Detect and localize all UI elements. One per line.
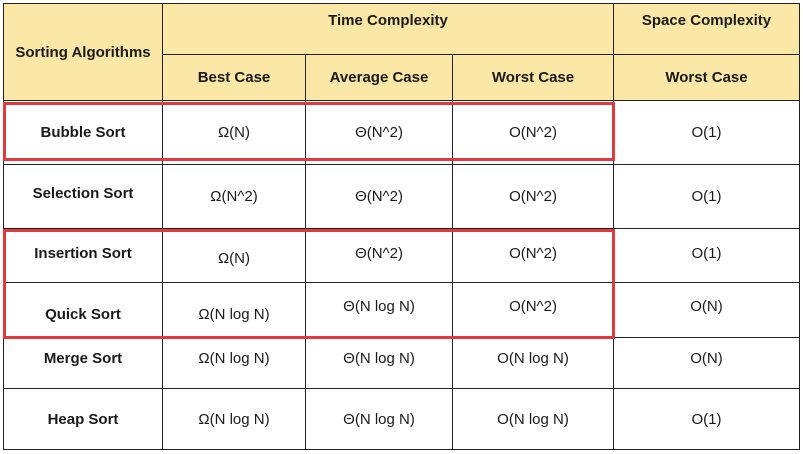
algorithm-name: Bubble Sort: [40, 124, 126, 141]
worst-case-value: O(N^2): [509, 298, 557, 315]
space-complexity-value: O(N): [690, 298, 723, 315]
cell-space: O(1): [614, 389, 799, 449]
header-best-case-label: Best Case: [197, 69, 271, 86]
cell-worst: O(N^2): [453, 229, 613, 277]
algorithm-name: Heap Sort: [47, 410, 119, 428]
cell-space: O(1): [614, 101, 799, 164]
row-name-insertion-sort: Insertion Sort: [4, 229, 162, 277]
algorithm-name: Merge Sort: [43, 349, 123, 367]
header-worst-case-time-label: Worst Case: [491, 69, 575, 86]
header-best-case: Best Case: [163, 55, 305, 100]
cell-space: O(1): [614, 165, 799, 228]
cell-best: Ω(N log N): [163, 287, 305, 341]
cell-best: Ω(N log N): [163, 389, 305, 449]
cell-worst: O(N log N): [453, 344, 613, 372]
cell-average: Θ(N^2): [306, 101, 452, 164]
average-case-value: Θ(N log N): [343, 410, 415, 428]
cell-worst: O(N^2): [453, 101, 613, 164]
header-average-case-label: Average Case: [329, 69, 429, 86]
worst-case-value: O(N^2): [509, 124, 557, 141]
space-complexity-value: O(1): [691, 244, 722, 262]
space-complexity-value: O(1): [691, 410, 722, 428]
best-case-value: Ω(N): [217, 249, 251, 267]
row-name-heap-sort: Heap Sort: [4, 389, 162, 449]
cell-worst: O(N^2): [453, 283, 613, 330]
header-space-complexity: Space Complexity: [614, 4, 799, 54]
algorithm-name: Insertion Sort: [34, 244, 132, 262]
cell-best: Ω(N log N): [163, 344, 305, 372]
cell-average: Θ(N log N): [306, 389, 452, 449]
cell-average: Θ(N log N): [306, 283, 452, 330]
cell-worst: O(N log N): [453, 389, 613, 449]
best-case-value: Ω(N log N): [198, 305, 270, 323]
space-complexity-value: O(1): [691, 188, 722, 205]
header-worst-case-space-label: Worst Case: [665, 69, 748, 86]
worst-case-value: O(N log N): [497, 410, 569, 428]
space-complexity-value: O(N): [690, 349, 723, 367]
average-case-value: Θ(N log N): [343, 349, 415, 367]
cell-best: Ω(N): [163, 229, 305, 287]
cell-space: O(1): [614, 229, 799, 277]
row-name-selection-sort: Selection Sort: [4, 165, 162, 221]
cell-best: Ω(N): [163, 101, 305, 164]
worst-case-value: O(N^2): [509, 244, 557, 262]
average-case-value: Θ(N log N): [343, 298, 415, 315]
space-complexity-value: O(1): [691, 124, 722, 141]
header-time-complexity: Time Complexity: [163, 4, 613, 54]
cell-space: O(N): [614, 344, 799, 372]
cell-space: O(N): [614, 283, 799, 330]
algorithm-name: Quick Sort: [45, 305, 121, 323]
header-worst-case-time: Worst Case: [453, 55, 613, 100]
average-case-value: Θ(N^2): [355, 188, 403, 205]
average-case-value: Θ(N^2): [355, 244, 403, 262]
best-case-value: Ω(N log N): [198, 349, 270, 367]
algorithm-name: Selection Sort: [32, 184, 134, 202]
best-case-value: Ω(N): [217, 124, 251, 141]
row-name-merge-sort: Merge Sort: [4, 344, 162, 372]
header-sorting-algorithms-label: Sorting Algorithms: [15, 43, 151, 61]
best-case-value: Ω(N log N): [198, 410, 270, 428]
cell-best: Ω(N^2): [163, 165, 305, 228]
header-worst-case-space: Worst Case: [614, 55, 799, 100]
cell-average: Θ(N log N): [306, 344, 452, 372]
header-sorting-algorithms: Sorting Algorithms: [4, 4, 162, 100]
cell-worst: O(N^2): [453, 165, 613, 228]
average-case-value: Θ(N^2): [355, 124, 403, 141]
worst-case-value: O(N^2): [509, 188, 557, 205]
row-name-bubble-sort: Bubble Sort: [4, 101, 162, 164]
cell-average: Θ(N^2): [306, 165, 452, 228]
header-space-complexity-label: Space Complexity: [641, 12, 772, 29]
cell-average: Θ(N^2): [306, 229, 452, 277]
row-name-quick-sort: Quick Sort: [4, 287, 162, 341]
worst-case-value: O(N log N): [497, 349, 569, 367]
best-case-value: Ω(N^2): [210, 188, 258, 205]
header-average-case: Average Case: [306, 55, 452, 100]
header-time-complexity-label: Time Complexity: [328, 12, 448, 29]
